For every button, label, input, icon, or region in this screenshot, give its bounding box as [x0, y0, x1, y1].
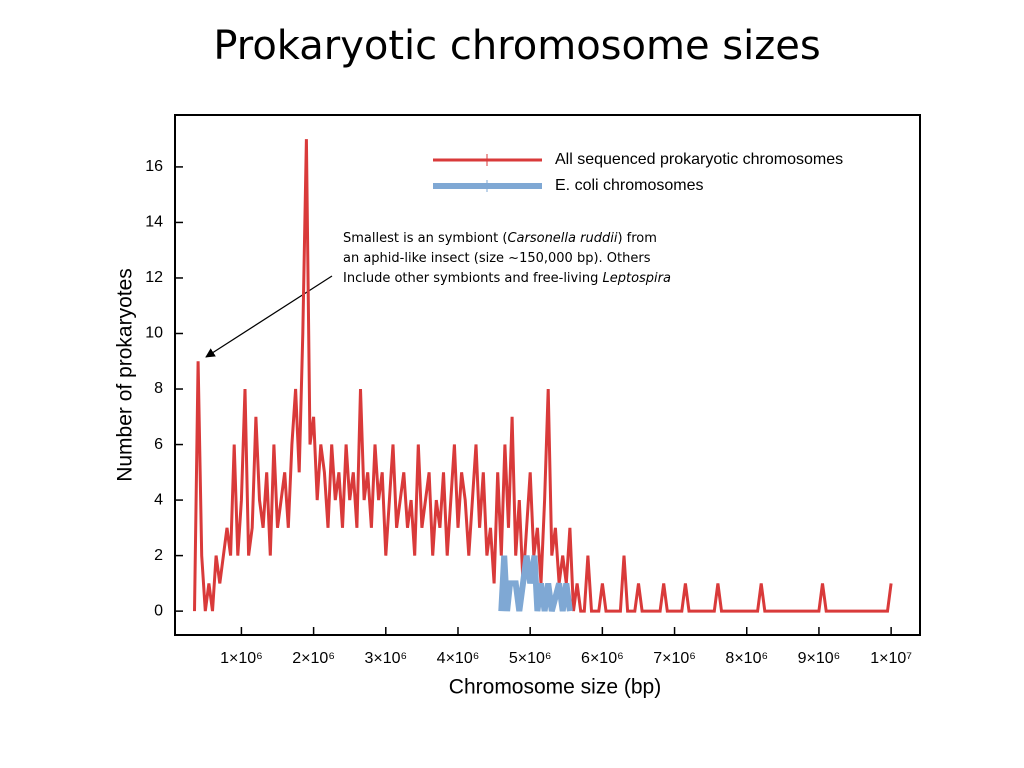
x-tick-label: 5×10⁶ [509, 650, 552, 667]
x-tick-label: 7×10⁶ [653, 650, 696, 667]
x-tick-label: 6×10⁶ [581, 650, 624, 667]
x-axis-label: Chromosome size (bp) [449, 676, 661, 699]
annotation-segment: Smallest is an symbiont ( [343, 231, 507, 246]
annotation-segment: Leptospira [602, 271, 671, 286]
legend-label: E. coli chromosomes [555, 177, 704, 194]
y-tick-label: 14 [145, 214, 163, 231]
annotation-segment: Carsonella ruddii [507, 231, 617, 246]
x-tick-label: 9×10⁶ [798, 650, 841, 667]
x-tick-label: 4×10⁶ [437, 650, 480, 667]
annotation-segment: Include other symbionts and free-living [343, 271, 602, 286]
annotation-text: Include other symbionts and free-living … [343, 271, 671, 286]
annotation-segment: ) from [617, 231, 656, 246]
legend-label: All sequenced prokaryotic chromosomes [555, 151, 843, 168]
chart-title: Prokaryotic chromosome sizes [213, 23, 820, 69]
y-tick-label: 16 [145, 158, 163, 175]
x-tick-label: 3×10⁶ [364, 650, 407, 667]
y-tick-label: 10 [145, 325, 163, 342]
x-tick-label: 1×10⁷ [870, 650, 912, 667]
y-axis-label: Number of prokaryotes [114, 268, 137, 482]
y-tick-label: 2 [154, 547, 163, 564]
annotation-text: an aphid-like insect (size ~150,000 bp).… [343, 251, 651, 266]
plot-frame [174, 114, 921, 636]
series-line [498, 555, 573, 612]
annotation-text: Smallest is an symbiont (Carsonella rudd… [343, 231, 657, 246]
y-tick-label: 6 [154, 436, 163, 453]
x-tick-label: 8×10⁶ [725, 650, 768, 667]
y-tick-label: 4 [154, 491, 163, 508]
y-tick-label: 0 [154, 602, 163, 619]
x-tick-label: 2×10⁶ [292, 650, 335, 667]
y-tick-label: 8 [154, 380, 163, 397]
annotation-segment: an aphid-like insect (size ~150,000 bp).… [343, 251, 651, 266]
series-line [193, 139, 893, 613]
x-tick-label: 1×10⁶ [220, 650, 263, 667]
annotation-arrow [205, 275, 333, 358]
y-tick-label: 12 [145, 269, 163, 286]
